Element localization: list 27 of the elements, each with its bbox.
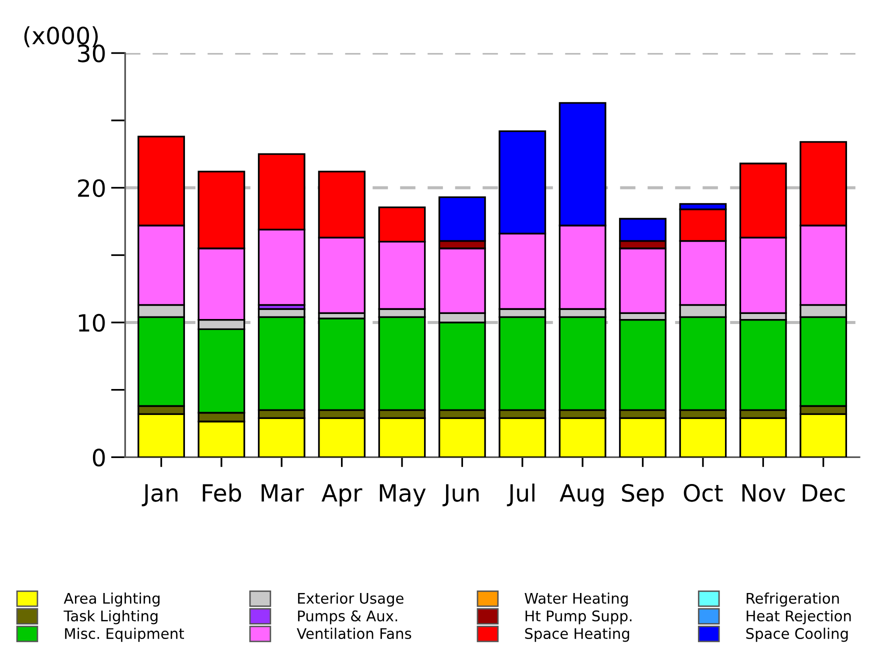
legend-label: Space Cooling: [746, 628, 848, 642]
x-tick-label: Mar: [262, 484, 304, 502]
legend-label: Ventilation Fans: [296, 628, 412, 640]
x-tick-label: Oct: [684, 484, 723, 502]
y-tick-label: 0: [92, 448, 105, 466]
y-tick-label: 20: [78, 179, 105, 198]
x-tick-label: Sep: [622, 484, 664, 506]
legend-label: Heat Rejection: [746, 610, 851, 624]
x-tick-label: Jun: [442, 484, 479, 506]
x-tick-label: May: [380, 484, 426, 506]
legend-label: Misc. Equipment: [65, 628, 184, 642]
legend-label: Area Lighting: [64, 592, 160, 607]
legend-label: Ht Pump Supp.: [526, 610, 632, 624]
legend-label: Pumps & Aux.: [298, 610, 398, 624]
x-tick-label: Nov: [742, 484, 786, 502]
legend-label: Refrigeration: [746, 592, 839, 607]
x-tick-label: Aug: [560, 484, 604, 506]
x-tick-label: Feb: [202, 484, 242, 502]
legend-label: Task Lighting: [64, 610, 158, 624]
x-tick-label: Jan: [142, 484, 178, 506]
x-tick-label: Apr: [322, 484, 362, 506]
legend-label: Exterior Usage: [298, 592, 404, 607]
y-tick-label: 10: [78, 314, 105, 332]
x-tick-label: Dec: [802, 484, 845, 502]
x-tick-label: Jul: [506, 484, 534, 506]
legend-label: Space Heating: [525, 628, 630, 642]
legend-label: Water Heating: [524, 592, 628, 607]
